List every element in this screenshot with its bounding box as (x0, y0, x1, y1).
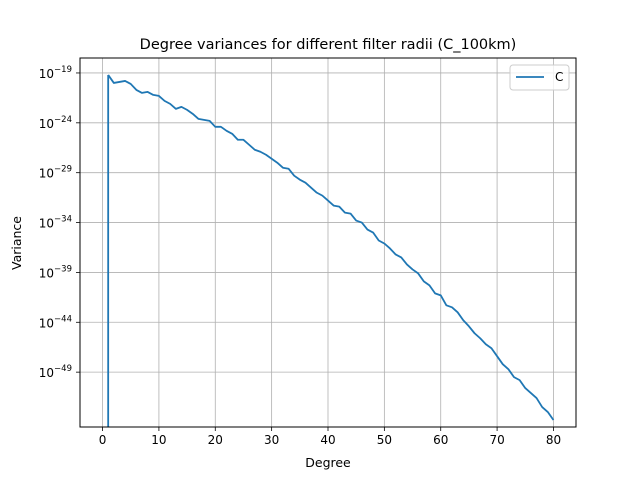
y-tick-label: 10−19 (39, 65, 72, 81)
y-tick-base: 10 (39, 316, 54, 330)
y-tick-exponent: −34 (54, 215, 72, 225)
y-tick-exponent: −44 (54, 314, 72, 324)
y-tick-label: 10−24 (39, 115, 72, 131)
legend-label-c: C (555, 70, 563, 84)
y-tick-exponent: −19 (54, 65, 72, 75)
y-axis-label: Variance (9, 216, 24, 270)
x-tick-label: 80 (546, 433, 561, 447)
x-tick-label: 40 (320, 433, 335, 447)
y-tick-base: 10 (39, 117, 54, 131)
y-tick-label: 10−34 (39, 215, 72, 231)
x-tick-label: 0 (99, 433, 107, 447)
x-tick-label: 30 (264, 433, 279, 447)
y-tick-base: 10 (39, 67, 54, 81)
x-axis-ticks: 0 10 20 30 40 50 60 70 80 (99, 427, 561, 447)
y-tick-exponent: −24 (54, 115, 72, 125)
y-tick-exponent: −49 (54, 364, 72, 374)
x-tick-label: 70 (489, 433, 504, 447)
chart-title: Degree variances for different filter ra… (140, 37, 517, 53)
y-tick-label: 10−49 (39, 364, 72, 380)
series-c-line (107, 74, 555, 421)
x-tick-label: 20 (208, 433, 223, 447)
grid-lines (80, 58, 576, 427)
y-tick-label: 10−29 (39, 165, 72, 181)
y-tick-exponent: −29 (54, 165, 72, 175)
y-tick-base: 10 (39, 266, 54, 280)
y-tick-label: 10−39 (39, 264, 72, 280)
x-tick-label: 60 (433, 433, 448, 447)
y-tick-label: 10−44 (39, 314, 72, 330)
series-layer (107, 74, 555, 427)
x-tick-label: 50 (377, 433, 392, 447)
y-tick-exponent: −39 (54, 264, 72, 274)
x-tick-label: 10 (151, 433, 166, 447)
y-tick-base: 10 (39, 167, 54, 181)
x-axis-label: Degree (305, 455, 351, 470)
legend: C (509, 64, 570, 91)
y-tick-base: 10 (39, 217, 54, 231)
y-tick-base: 10 (39, 366, 54, 380)
